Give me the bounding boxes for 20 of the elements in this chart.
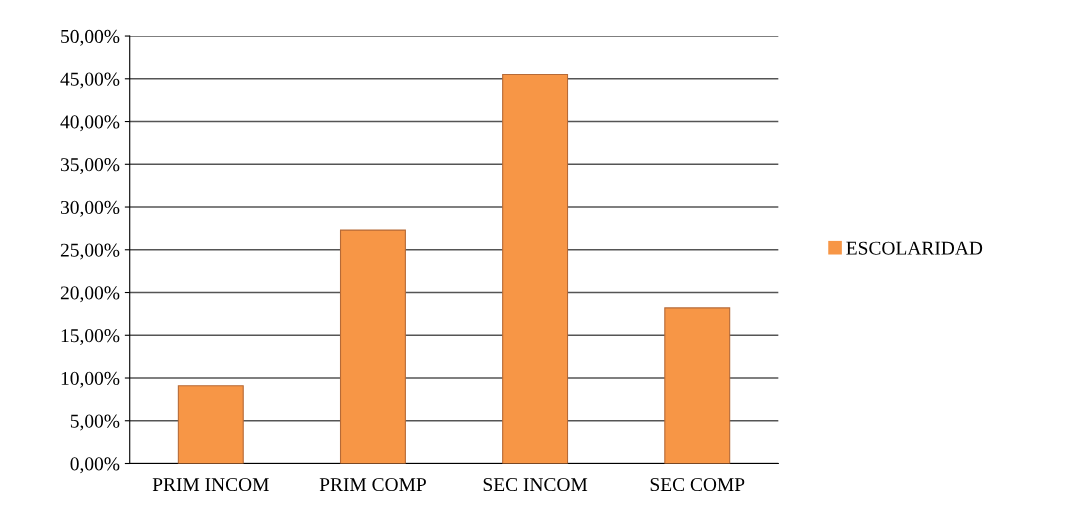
x-tick-label: SEC INCOM <box>483 478 588 492</box>
y-tick-label: 40,00% <box>60 115 120 132</box>
bar <box>339 229 406 464</box>
y-tick-label: 5,00% <box>70 414 120 431</box>
y-tick-label: 20,00% <box>60 286 120 303</box>
y-tick-label: 35,00% <box>60 158 120 175</box>
bar <box>177 385 244 464</box>
bar <box>502 73 569 464</box>
x-tick-label: PRIM INCOM <box>152 478 269 492</box>
y-tick-label: 50,00% <box>61 29 120 46</box>
bar <box>664 307 731 464</box>
y-tick-label: 15,00% <box>61 329 120 345</box>
x-tick-label: SEC COMP <box>650 478 745 492</box>
y-tick-label: 30,00% <box>60 200 120 217</box>
y-tick-label: 10,00% <box>61 371 120 388</box>
x-tick-label: PRIM COMP <box>319 478 426 492</box>
y-tick-label: 25,00% <box>60 243 120 260</box>
legend-label: ESCOLARIDAD <box>846 241 983 255</box>
y-tick-label: 0,00% <box>70 457 120 474</box>
y-tick-label: 45,00% <box>60 72 120 89</box>
